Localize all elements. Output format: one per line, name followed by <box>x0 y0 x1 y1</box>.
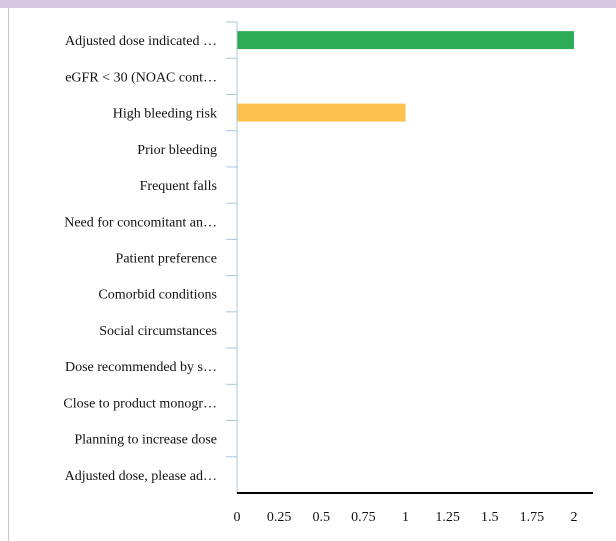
x-tick-label: 2 <box>571 510 578 525</box>
category-label: Dose recommended by s… <box>65 360 217 375</box>
category-label: High bleeding risk <box>113 107 217 122</box>
x-tick-label: 1.25 <box>435 510 460 525</box>
x-tick-label: 0.25 <box>267 510 292 525</box>
category-label: Patient preference <box>116 252 217 267</box>
bars-group <box>237 31 574 122</box>
category-label: Close to product monogr… <box>63 396 217 411</box>
x-tick-label: 0 <box>234 510 241 525</box>
category-label: Social circumstances <box>99 324 217 339</box>
category-axis: Adjusted dose indicated … eGFR < 30 (NOAC… <box>63 21 238 493</box>
category-label: Adjusted dose, please ad… <box>65 469 217 484</box>
x-tick-label: 1.75 <box>520 510 545 525</box>
category-label: Planning to increase dose <box>74 433 217 448</box>
x-tick-label: 1.5 <box>481 510 499 525</box>
category-label: Comorbid conditions <box>98 288 217 303</box>
category-label: eGFR < 30 (NOAC cont… <box>65 70 217 85</box>
x-tick-label: 0.5 <box>313 510 331 525</box>
category-label: Frequent falls <box>140 179 217 194</box>
chart-panel <box>8 8 616 541</box>
bar-0 <box>237 31 574 50</box>
value-axis: 0 0.25 0.5 0.75 1 1.25 1.5 1.75 2 <box>234 492 593 525</box>
category-label: Need for concomitant an… <box>64 215 217 230</box>
header-band <box>0 0 616 8</box>
x-tick-label: 0.75 <box>351 510 376 525</box>
category-label: Adjusted dose indicated … <box>65 34 217 49</box>
x-tick-label: 1 <box>402 510 409 525</box>
bar-2 <box>237 103 406 122</box>
category-label: Prior bleeding <box>137 143 217 158</box>
